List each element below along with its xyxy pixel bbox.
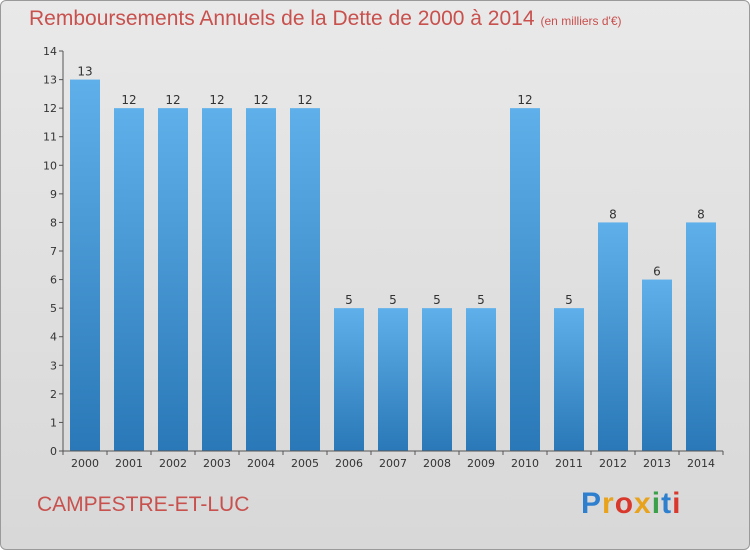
bar-2003 xyxy=(202,108,232,452)
x-tick-label-2006: 2006 xyxy=(335,457,363,470)
y-tick-label-4: 4 xyxy=(50,331,57,344)
brand-letter: i xyxy=(672,487,682,520)
data-label-2009: 5 xyxy=(477,293,485,307)
brand-letter: r xyxy=(602,487,615,520)
x-tick-label-2008: 2008 xyxy=(423,457,451,470)
y-tick-label-8: 8 xyxy=(50,216,57,229)
bar-2007 xyxy=(378,308,408,451)
x-tick-label-2014: 2014 xyxy=(687,457,715,470)
brand-letter: o xyxy=(614,487,635,520)
data-label-2012: 8 xyxy=(609,207,617,221)
bar-2004 xyxy=(246,108,276,452)
bar-2014 xyxy=(686,222,716,451)
data-label-2000: 13 xyxy=(77,65,92,79)
brand-logo: Proxiti xyxy=(581,487,681,521)
brand-letter: i xyxy=(651,487,662,520)
title-text: Remboursements Annuels de la Dette de 20… xyxy=(29,7,535,30)
data-label-2013: 6 xyxy=(653,265,661,279)
y-tick-label-0: 0 xyxy=(50,445,57,458)
data-label-2011: 5 xyxy=(565,293,573,307)
y-tick-label-13: 13 xyxy=(43,74,57,87)
x-tick-label-2007: 2007 xyxy=(379,457,407,470)
bar-2002 xyxy=(158,108,188,452)
data-label-2004: 12 xyxy=(253,93,268,107)
x-tick-label-2002: 2002 xyxy=(159,457,187,470)
y-tick-label-2: 2 xyxy=(50,388,57,401)
data-label-2001: 12 xyxy=(121,93,136,107)
data-label-2006: 5 xyxy=(345,293,353,307)
bar-2012 xyxy=(598,222,628,451)
data-label-2007: 5 xyxy=(389,293,397,307)
y-tick-label-12: 12 xyxy=(43,102,57,115)
data-label-2014: 8 xyxy=(697,207,705,221)
brand-letter: x xyxy=(634,487,652,520)
bar-2010 xyxy=(510,108,540,452)
y-tick-label-11: 11 xyxy=(43,131,57,144)
x-tick-label-2003: 2003 xyxy=(203,457,231,470)
x-tick-label-2004: 2004 xyxy=(247,457,275,470)
x-tick-label-2000: 2000 xyxy=(71,457,99,470)
y-tick-label-1: 1 xyxy=(50,416,57,429)
bars-layer: 13 12 12 12 12 12 5 5 5 5 12 5 8 6 8 xyxy=(70,65,716,452)
bar-2001 xyxy=(114,108,144,452)
x-tick-label-2013: 2013 xyxy=(643,457,671,470)
x-tick-label-2011: 2011 xyxy=(555,457,583,470)
y-tick-label-9: 9 xyxy=(50,188,57,201)
x-tick-label-2005: 2005 xyxy=(291,457,319,470)
x-tick-label-2012: 2012 xyxy=(599,457,627,470)
data-label-2005: 12 xyxy=(297,93,312,107)
bar-2000 xyxy=(70,79,100,452)
bar-2011 xyxy=(554,308,584,451)
y-tick-label-10: 10 xyxy=(43,159,57,172)
data-label-2010: 12 xyxy=(517,93,532,107)
bar-2005 xyxy=(290,108,320,452)
y-tick-label-3: 3 xyxy=(50,359,57,372)
y-tick-label-5: 5 xyxy=(50,302,57,315)
data-label-2003: 12 xyxy=(209,93,224,107)
brand-letter: P xyxy=(581,487,603,520)
bar-2008 xyxy=(422,308,452,451)
brand-letter: t xyxy=(661,487,673,520)
bar-2006 xyxy=(334,308,364,451)
chart-title: Remboursements Annuels de la Dette de 20… xyxy=(29,7,622,31)
y-tick-label-6: 6 xyxy=(50,274,57,287)
data-label-2002: 12 xyxy=(165,93,180,107)
x-tick-label-2009: 2009 xyxy=(467,457,495,470)
y-tick-label-7: 7 xyxy=(50,245,57,258)
axis-layer: 2000 2001 2002 2003 2004 2005 2006 2007 2008 2009… xyxy=(43,45,724,470)
chart-subtitle: (en milliers d'€) xyxy=(540,14,622,28)
bar-2013 xyxy=(642,279,672,451)
commune-name: CAMPESTRE-ET-LUC xyxy=(37,493,250,516)
y-tick-label-14: 14 xyxy=(43,45,57,58)
data-label-2008: 5 xyxy=(433,293,441,307)
x-tick-label-2010: 2010 xyxy=(511,457,539,470)
x-tick-label-2001: 2001 xyxy=(115,457,143,470)
bar-2009 xyxy=(466,308,496,451)
